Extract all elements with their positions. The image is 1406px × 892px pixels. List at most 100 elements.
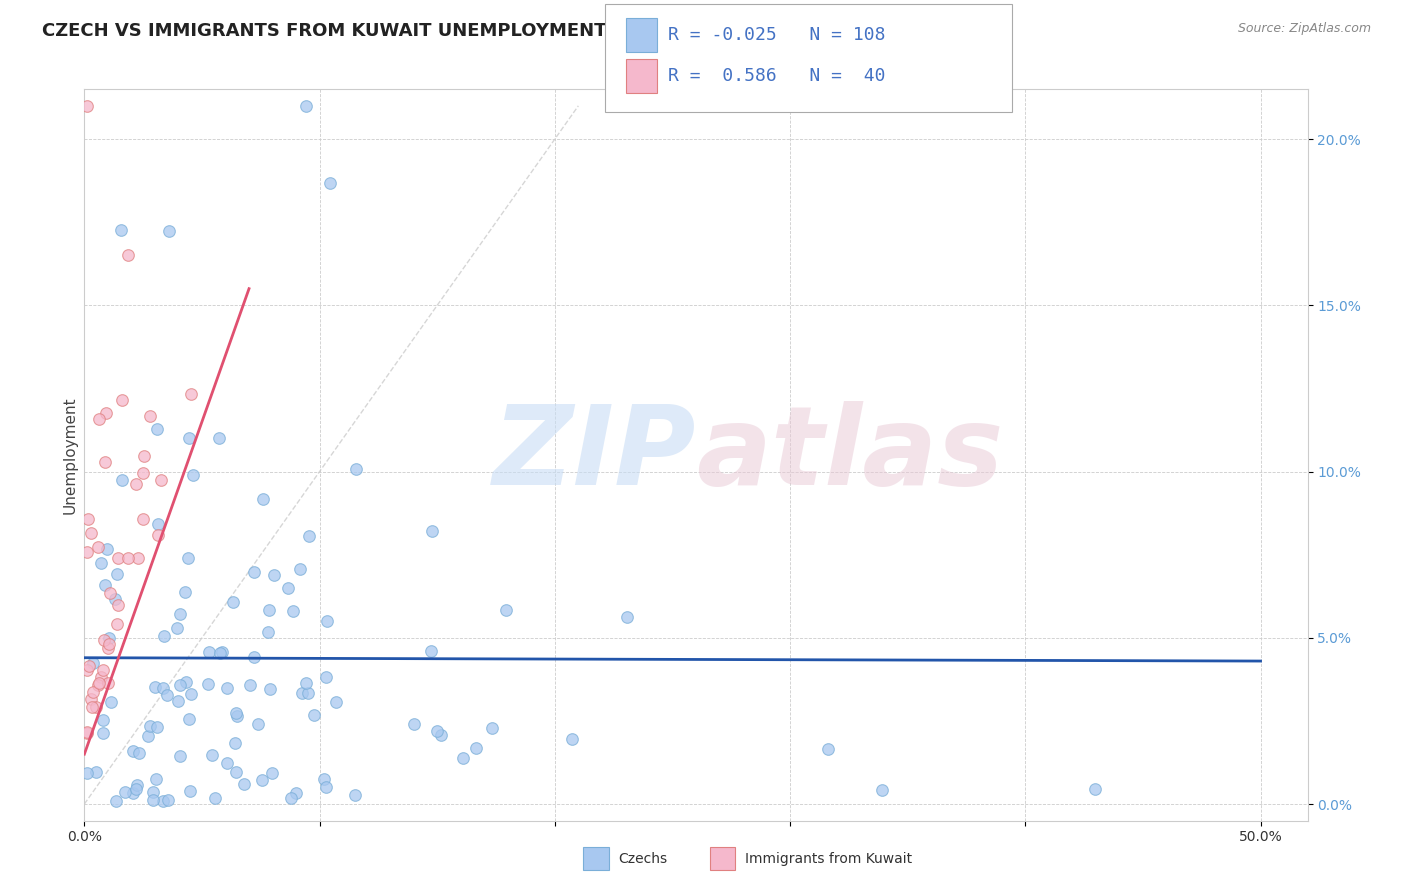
- Point: [217, 681, 239, 696]
- Point: [142, 793, 165, 807]
- Point: [169, 678, 191, 692]
- Point: [77, 511, 100, 525]
- Point: [131, 512, 153, 526]
- Point: [97, 641, 120, 656]
- Point: [174, 585, 197, 599]
- Text: atlas: atlas: [696, 401, 1004, 508]
- Point: [90, 670, 112, 684]
- Point: [104, 592, 127, 607]
- Point: [315, 670, 337, 684]
- Point: [132, 449, 155, 463]
- Point: [91, 726, 114, 740]
- Point: [76, 544, 98, 558]
- Point: [242, 649, 264, 664]
- Point: [152, 681, 174, 695]
- Point: [93, 632, 115, 647]
- Point: [80, 691, 103, 706]
- Point: [208, 431, 231, 445]
- Point: [295, 676, 318, 690]
- Point: [107, 551, 129, 566]
- Point: [291, 685, 314, 699]
- Text: CZECH VS IMMIGRANTS FROM KUWAIT UNEMPLOYMENT CORRELATION CHART: CZECH VS IMMIGRANTS FROM KUWAIT UNEMPLOY…: [42, 22, 828, 40]
- Point: [146, 720, 169, 734]
- Point: [211, 645, 233, 659]
- Point: [294, 99, 316, 113]
- Point: [221, 595, 243, 609]
- Point: [208, 646, 231, 660]
- Point: [152, 794, 174, 808]
- Text: ZIP: ZIP: [492, 401, 696, 508]
- Text: Immigrants from Kuwait: Immigrants from Kuwait: [745, 852, 912, 865]
- Point: [94, 406, 117, 420]
- Point: [197, 677, 219, 691]
- Point: [100, 695, 122, 709]
- Point: [150, 474, 173, 488]
- Point: [157, 224, 180, 238]
- Point: [110, 223, 132, 237]
- Point: [420, 644, 443, 658]
- Text: R = -0.025   N = 108: R = -0.025 N = 108: [668, 26, 886, 44]
- Point: [277, 581, 299, 595]
- Point: [82, 700, 104, 714]
- Point: [125, 782, 148, 797]
- Text: R =  0.586   N =  40: R = 0.586 N = 40: [668, 67, 886, 85]
- Point: [319, 176, 342, 190]
- Text: Source: ZipAtlas.com: Source: ZipAtlas.com: [1237, 22, 1371, 36]
- Point: [91, 663, 114, 677]
- Point: [125, 477, 148, 491]
- Point: [263, 568, 285, 582]
- Point: [107, 598, 129, 612]
- Point: [280, 790, 302, 805]
- Point: [257, 625, 280, 640]
- Point: [239, 678, 262, 692]
- Point: [76, 725, 98, 739]
- Point: [180, 387, 202, 401]
- Point: [98, 586, 121, 600]
- Point: [156, 688, 179, 702]
- Point: [215, 756, 238, 770]
- Point: [288, 562, 311, 576]
- Point: [225, 765, 247, 780]
- Point: [233, 777, 256, 791]
- Point: [142, 785, 165, 799]
- Point: [259, 682, 281, 697]
- Point: [420, 524, 443, 539]
- Point: [167, 694, 190, 708]
- Point: [80, 525, 103, 540]
- Point: [94, 455, 117, 469]
- Point: [132, 466, 155, 480]
- Point: [316, 615, 339, 629]
- Point: [145, 772, 167, 786]
- Point: [297, 686, 319, 700]
- Point: [226, 709, 249, 723]
- Point: [76, 663, 98, 677]
- Point: [197, 645, 219, 659]
- Point: [146, 528, 169, 542]
- Point: [325, 695, 347, 709]
- Point: [817, 742, 839, 756]
- Point: [105, 617, 128, 632]
- Point: [402, 717, 425, 731]
- Point: [98, 637, 121, 651]
- Point: [343, 789, 366, 803]
- Point: [177, 431, 200, 445]
- Point: [177, 550, 200, 565]
- Point: [561, 732, 583, 747]
- Y-axis label: Unemployment: Unemployment: [62, 396, 77, 514]
- Point: [312, 772, 335, 786]
- Point: [125, 778, 148, 792]
- Point: [243, 565, 266, 579]
- Point: [76, 765, 98, 780]
- Point: [451, 751, 474, 765]
- Text: Czechs: Czechs: [619, 852, 668, 865]
- Point: [181, 468, 204, 483]
- Point: [284, 786, 307, 800]
- Point: [111, 473, 134, 487]
- Point: [225, 706, 247, 720]
- Point: [82, 684, 104, 698]
- Point: [174, 675, 197, 690]
- Point: [89, 411, 111, 425]
- Point: [87, 540, 110, 554]
- Point: [105, 566, 128, 581]
- Point: [87, 678, 110, 692]
